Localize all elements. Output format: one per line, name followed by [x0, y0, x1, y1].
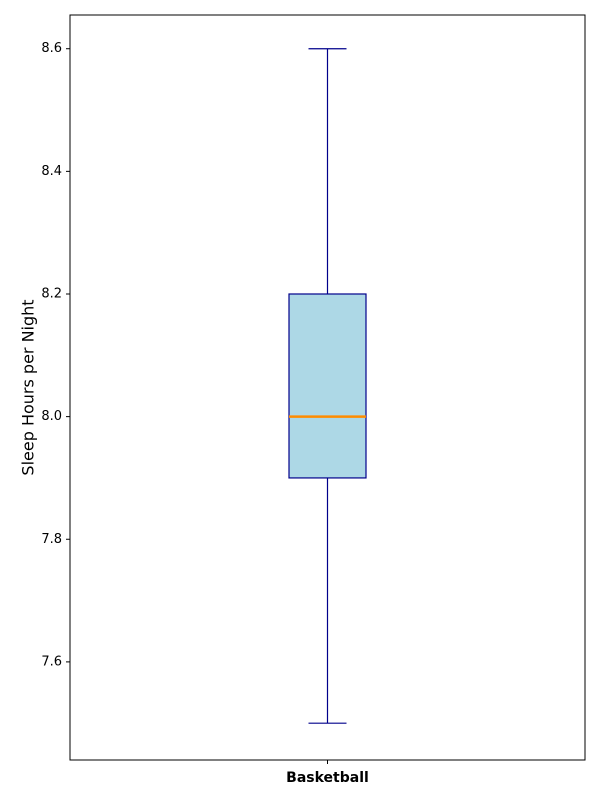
y-tick-label: 7.6: [41, 654, 62, 669]
y-axis-label: Sleep Hours per Night: [19, 299, 38, 475]
y-axis: 7.6 7.8 8.0 8.2 8.4 8.6: [41, 41, 70, 669]
y-tick-label: 8.2: [41, 286, 62, 301]
x-category-label: Basketball: [286, 770, 369, 786]
y-tick-label: 8.4: [41, 164, 62, 179]
x-axis: Basketball: [286, 760, 369, 786]
y-tick-label: 7.8: [41, 532, 62, 547]
box-series: [288, 48, 367, 724]
y-tick-label: 8.0: [41, 409, 62, 424]
y-tick-label: 8.6: [41, 41, 62, 56]
iqr-box: [288, 293, 367, 479]
box-group: [288, 48, 367, 724]
